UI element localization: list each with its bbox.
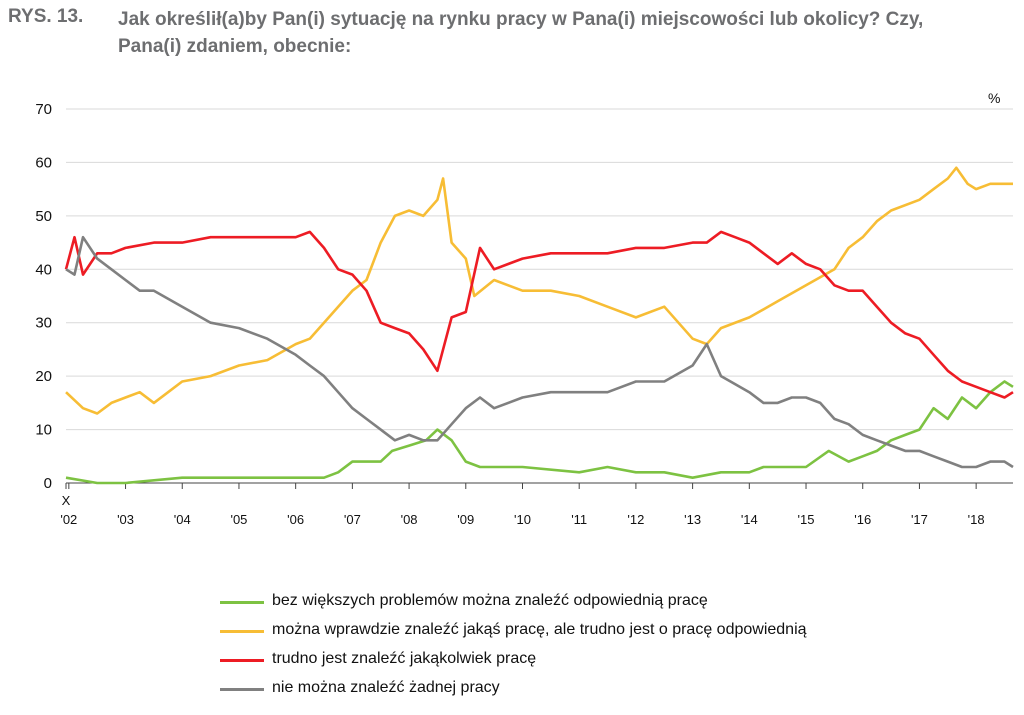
x-axis: X '02 '03 '04 '05 '06 '07 '08 '09 '10 '11 '12 '13 '14…: [60, 482, 1013, 527]
x-tick-label: '02: [60, 512, 77, 527]
y-tick-label: 30: [35, 315, 52, 332]
figure-label: RYS. 13.: [8, 6, 84, 27]
x-tick-label: '11: [571, 512, 587, 527]
x-start-label: X: [62, 493, 71, 508]
x-tick-label: '18: [968, 512, 985, 527]
x-tick-label: '15: [798, 512, 815, 527]
x-tick-label: '03: [117, 512, 134, 527]
x-tick-label: '08: [401, 512, 418, 527]
x-tick-label: '12: [627, 512, 644, 527]
x-tick-label: '05: [230, 512, 247, 527]
x-tick-label: '13: [684, 512, 701, 527]
y-axis: 0 10 20 30 40 50 60 70: [35, 101, 52, 492]
line-chart: 0 10 20 30 40 50 60 70 X '02 '03 '04 '05 '06 '07 '08 '0…: [35, 90, 1014, 527]
y-tick-label: 50: [35, 208, 52, 225]
legend-swatch: [220, 688, 264, 691]
legend-swatch: [220, 601, 264, 604]
x-tick-label: '14: [741, 512, 758, 527]
legend-swatch: [220, 659, 264, 662]
x-tick-label: '04: [174, 512, 191, 527]
unit-label: %: [988, 90, 1000, 106]
y-tick-label: 0: [44, 475, 52, 492]
legend-label: bez większych problemów można znaleźć od…: [272, 592, 708, 609]
y-tick-label: 20: [35, 368, 52, 385]
series-line-3: [64, 230, 1014, 399]
legend-label: nie można znaleźć żadnej pracy: [272, 679, 500, 696]
x-tick-label: '06: [287, 512, 304, 527]
x-tick-label: '10: [514, 512, 531, 527]
y-tick-label: 70: [35, 101, 52, 118]
y-tick-label: 60: [35, 154, 52, 171]
x-tick-label: '17: [911, 512, 928, 527]
figure-title: Jak określił(a)by Pan(i) sytuację na ryn…: [118, 9, 924, 57]
x-tick-label: '16: [854, 512, 871, 527]
grid-lines: [66, 108, 1013, 431]
series-line-1: [65, 380, 1014, 485]
legend-label: trudno jest znaleźć jakąkolwiek pracę: [272, 650, 537, 667]
y-tick-label: 10: [35, 422, 52, 439]
series-line-4: [65, 235, 1014, 469]
series-lines: [64, 166, 1014, 485]
y-tick-label: 40: [35, 261, 52, 278]
series-line-2: [65, 166, 1013, 415]
legend-swatch: [220, 630, 264, 633]
x-tick-label: '07: [344, 512, 361, 527]
x-tick-label: '09: [457, 512, 474, 527]
legend-label: można wprawdzie znaleźć jakąś pracę, ale…: [272, 621, 807, 638]
